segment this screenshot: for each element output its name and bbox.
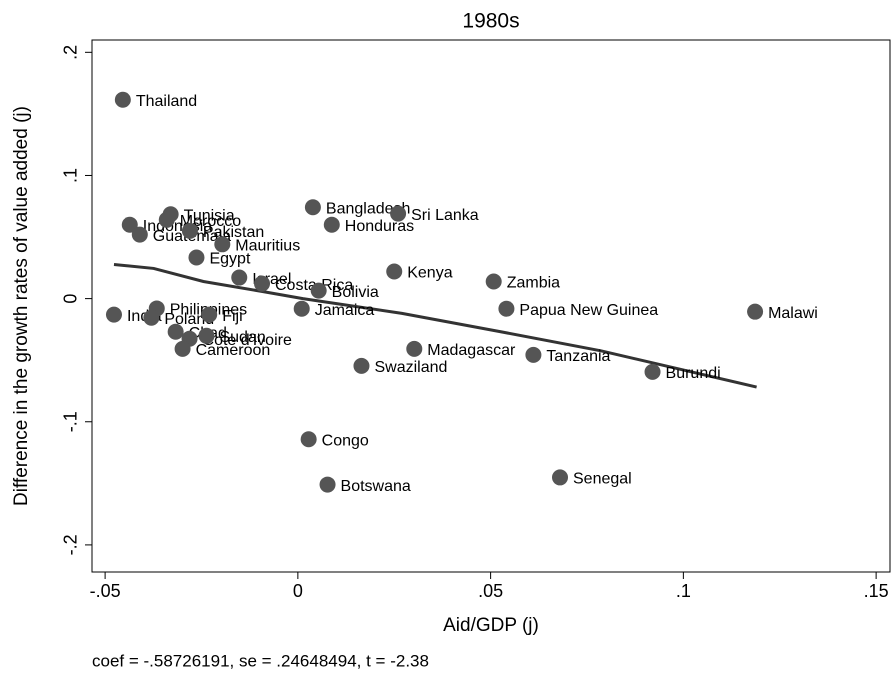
point	[167, 323, 184, 340]
point-label: Honduras	[345, 218, 414, 235]
point	[319, 476, 336, 493]
point	[304, 199, 321, 216]
point	[121, 216, 138, 233]
point-label: Botswana	[341, 478, 411, 495]
point-label: Bangladesh	[326, 200, 411, 217]
point-label: Burundi	[666, 365, 721, 382]
point-label: Zambia	[507, 275, 560, 292]
fit-line	[113, 263, 757, 389]
point-label: Papua New Guinea	[519, 302, 658, 319]
point-label: Malawi	[768, 305, 818, 322]
point-label: Tanzania	[546, 348, 610, 365]
point	[485, 273, 502, 290]
point	[105, 306, 122, 323]
point-label: Madagascar	[427, 342, 516, 359]
point	[201, 306, 218, 323]
point-label: Cote d'Ivoire	[203, 332, 292, 349]
x-tick-label: .15	[864, 581, 889, 601]
x-tick-label: .1	[676, 581, 691, 601]
point	[181, 222, 198, 239]
footnote: coef = -.58726191, se = .24648494, t = -…	[92, 651, 429, 670]
y-tick-label: 0	[61, 294, 81, 304]
point-label: Congo	[322, 432, 369, 449]
y-tick-label: -.2	[61, 534, 81, 555]
x-tick-label: -.05	[90, 581, 121, 601]
point	[390, 205, 407, 222]
point-label: Senegal	[573, 471, 632, 488]
point	[188, 249, 205, 266]
point	[174, 340, 191, 357]
point	[300, 431, 317, 448]
point	[386, 263, 403, 280]
point-label: Pakistan	[203, 224, 264, 241]
point	[498, 300, 515, 317]
point	[231, 269, 248, 286]
point	[293, 300, 310, 317]
x-tick-label: .05	[478, 581, 503, 601]
point	[131, 226, 148, 243]
point	[254, 275, 271, 292]
y-tick-label: .2	[61, 45, 81, 60]
y-tick-label: -.1	[61, 411, 81, 432]
point-label: Kenya	[407, 265, 452, 282]
point-label: Swaziland	[374, 359, 447, 376]
point	[552, 469, 569, 486]
point-label: Sri Lanka	[411, 207, 479, 224]
point	[143, 309, 160, 326]
point-label: Fiji	[222, 308, 242, 325]
y-axis-title: Difference in the growth rates of value …	[11, 106, 32, 506]
point-label: Sudan	[219, 329, 265, 346]
point	[525, 346, 542, 363]
point-label: Thailand	[136, 93, 197, 110]
point	[114, 91, 131, 108]
chart-title: 1980s	[462, 10, 519, 33]
point-label: Mauritius	[235, 238, 300, 255]
point	[644, 363, 661, 380]
point	[158, 211, 175, 228]
point	[406, 340, 423, 357]
x-tick-label: 0	[293, 581, 303, 601]
point-label: Jamaica	[315, 302, 375, 319]
point-label: Tunisia	[184, 207, 235, 224]
point-label: Cameroon	[196, 342, 271, 359]
point	[198, 327, 215, 344]
x-axis-title: Aid/GDP (j)	[443, 615, 539, 636]
point-label: Bolivia	[332, 284, 379, 301]
point	[747, 303, 764, 320]
point	[214, 236, 231, 253]
point	[323, 216, 340, 233]
point	[353, 357, 370, 374]
point	[310, 282, 327, 299]
y-tick-label: .1	[61, 168, 81, 183]
point-label: Egypt	[209, 251, 250, 268]
